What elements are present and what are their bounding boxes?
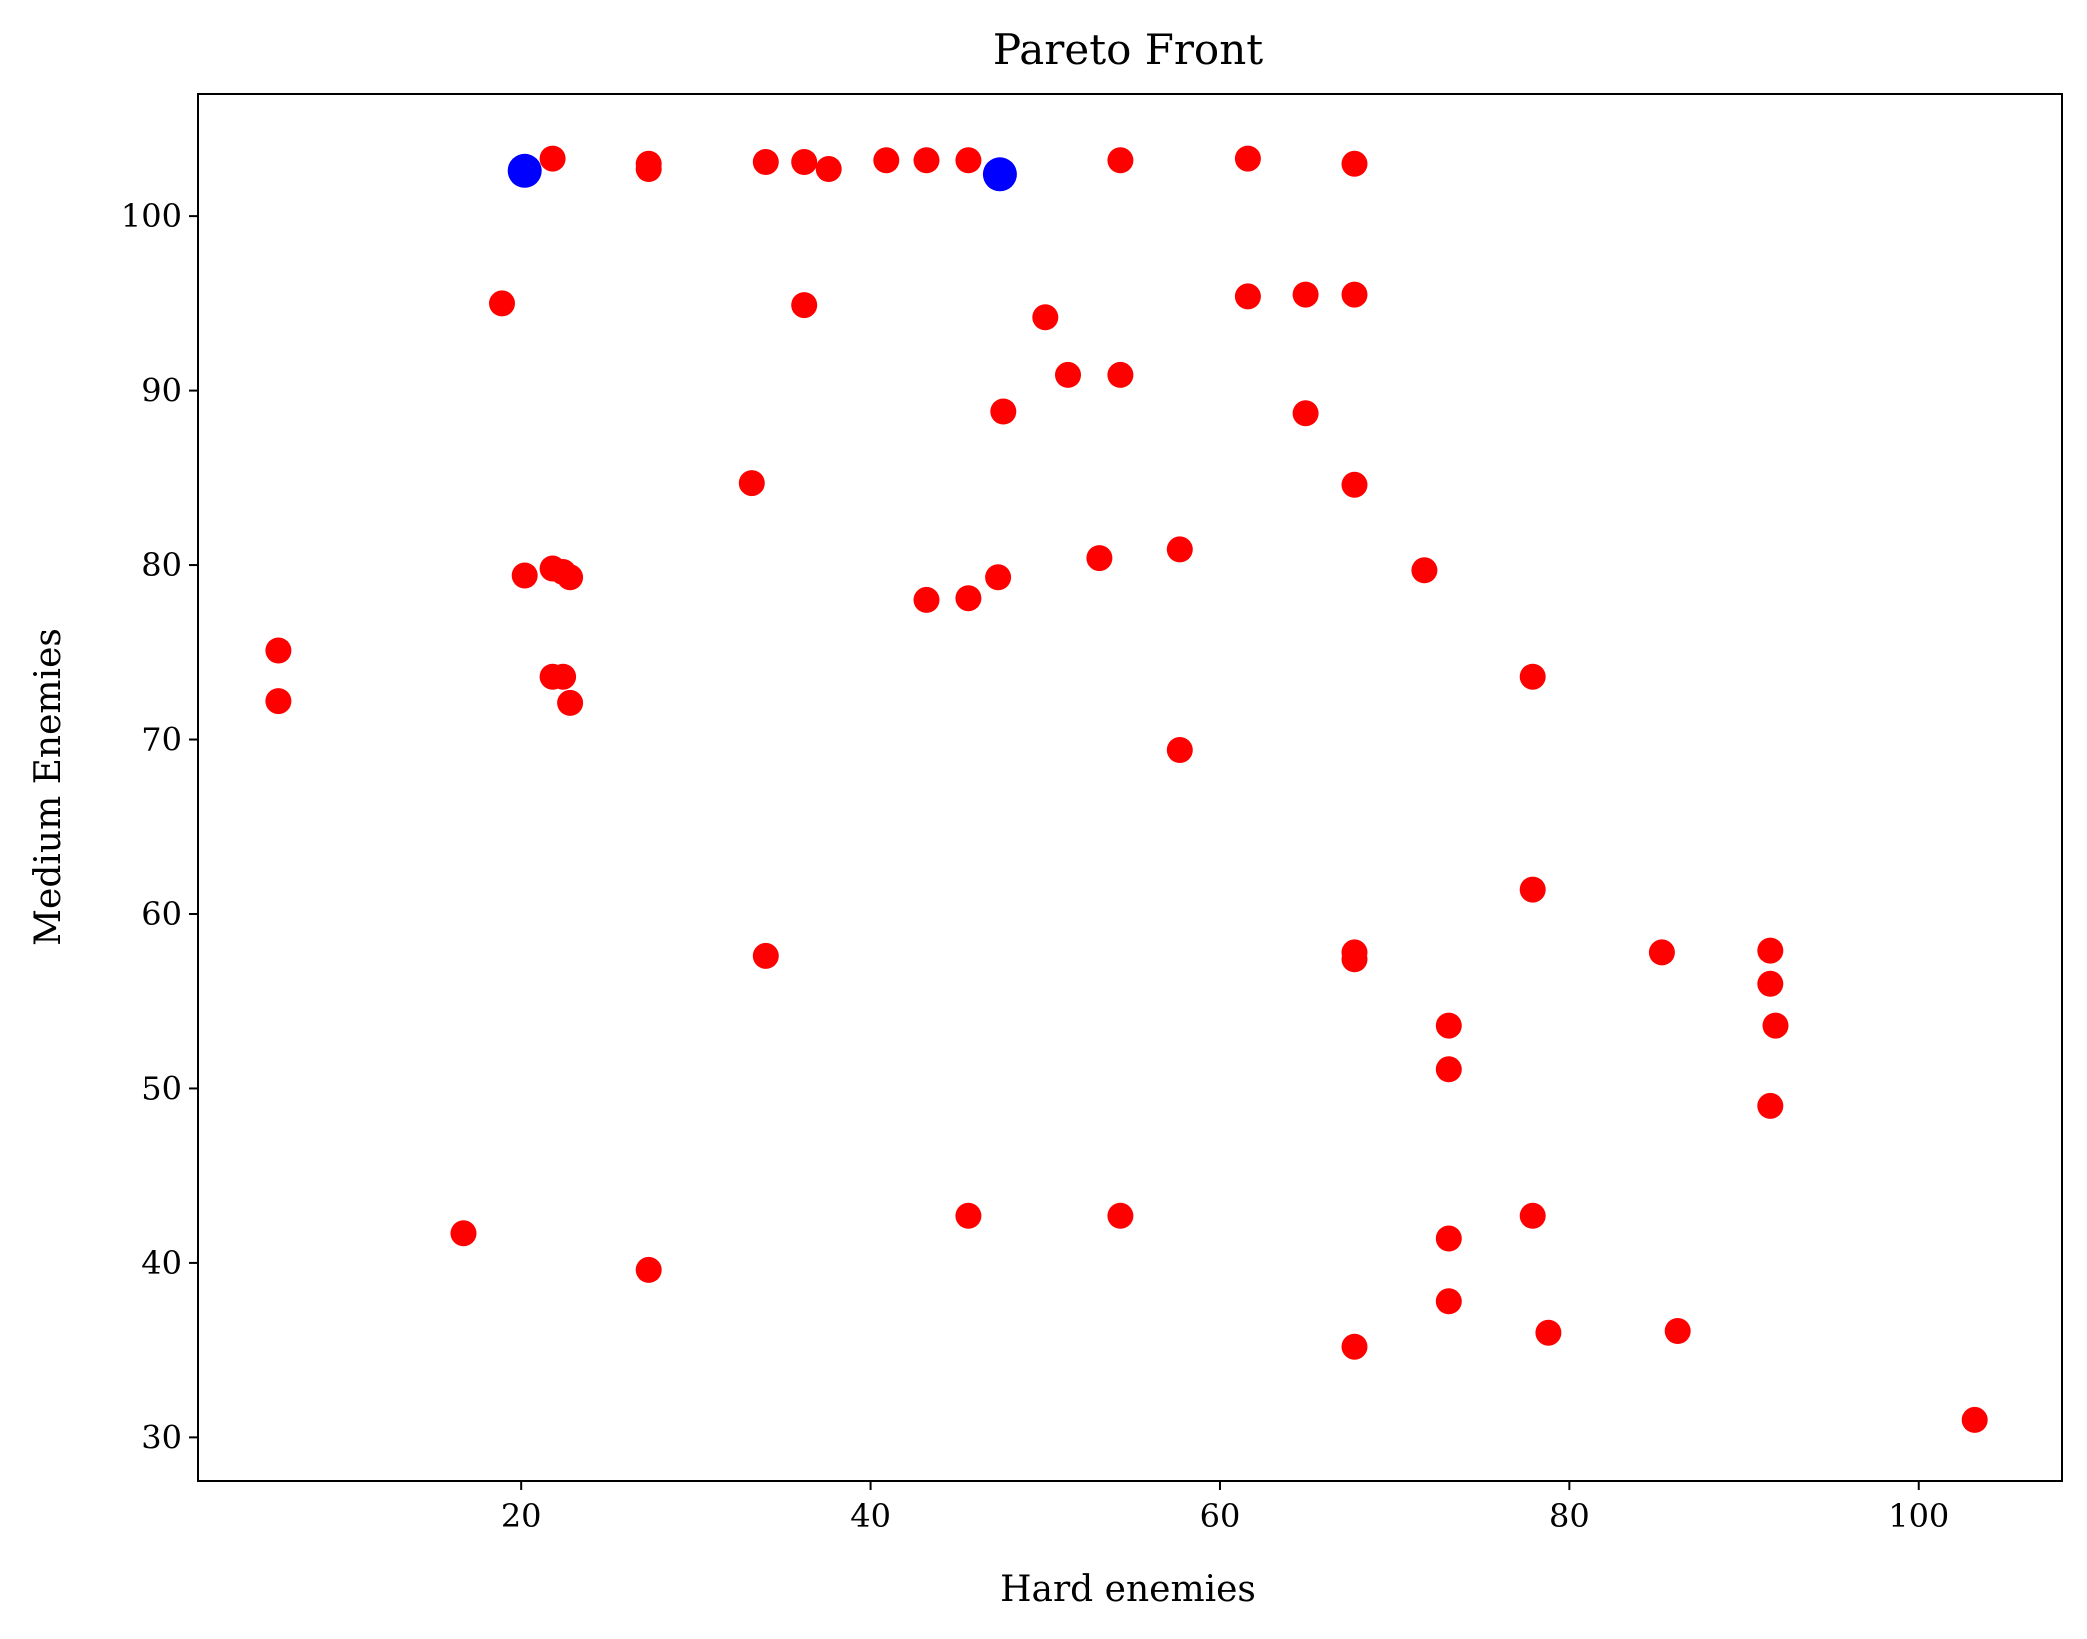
data-point [539, 145, 566, 172]
data-point [511, 562, 538, 589]
data-point [450, 1220, 477, 1247]
data-point [1107, 1202, 1134, 1229]
data-point [1757, 937, 1784, 964]
data-point [1166, 536, 1193, 563]
data-point [1341, 471, 1368, 498]
x-tick-label: 40 [850, 1497, 891, 1535]
data-point [1535, 1319, 1562, 1346]
y-axis: 30 40 50 60 70 80 90 100 [121, 197, 198, 1456]
data-point [1762, 1012, 1789, 1039]
data-point [557, 689, 584, 716]
chart-title: Pareto Front [993, 25, 1263, 74]
data-point [791, 292, 818, 319]
data-point [752, 942, 779, 969]
x-tick-label: 20 [501, 1497, 542, 1535]
data-point [985, 564, 1012, 591]
data-point [1757, 970, 1784, 997]
plot-area [265, 145, 1988, 1433]
x-axis-label: Hard enemies [1000, 1569, 1256, 1610]
data-point [1341, 946, 1368, 973]
data-point [738, 470, 765, 497]
data-point [1341, 281, 1368, 308]
data-point [955, 147, 982, 174]
data-point [1519, 1202, 1546, 1229]
data-point [1757, 1092, 1784, 1119]
data-point [1292, 400, 1319, 427]
plot-frame [197, 93, 2063, 1482]
data-point [1166, 737, 1193, 763]
data-point [1435, 1225, 1462, 1252]
data-point [1664, 1318, 1691, 1344]
x-tick-label: 80 [1549, 1497, 1590, 1535]
data-point [1234, 283, 1261, 310]
data-point [1519, 876, 1546, 903]
data-point [873, 147, 900, 174]
y-tick-label: 90 [141, 372, 182, 410]
pareto-point [507, 153, 542, 188]
data-point [1435, 1056, 1462, 1083]
y-tick-label: 70 [141, 721, 182, 759]
data-point [955, 1202, 982, 1229]
x-tick-label: 60 [1200, 1497, 1241, 1535]
data-point [1648, 939, 1675, 966]
data-point [913, 147, 940, 174]
y-tick-label: 40 [141, 1244, 182, 1282]
x-axis: 20 40 60 80 100 [501, 1481, 1949, 1535]
pareto-point [982, 157, 1017, 192]
y-tick-label: 50 [141, 1069, 182, 1107]
data-point [635, 1256, 662, 1283]
data-point [955, 585, 982, 612]
data-point [1292, 281, 1319, 308]
data-point [1411, 557, 1438, 584]
data-point [489, 290, 515, 317]
data-point [1961, 1406, 1988, 1433]
data-point [635, 156, 662, 182]
data-point [1435, 1012, 1462, 1039]
x-tick-label: 100 [1888, 1497, 1949, 1535]
y-tick-label: 60 [141, 895, 182, 933]
y-tick-label: 100 [121, 197, 182, 235]
data-point [791, 149, 818, 175]
y-tick-label: 80 [141, 546, 182, 584]
data-point [913, 586, 940, 613]
y-tick-label: 30 [141, 1418, 182, 1456]
y-axis-label: Medium Enemies [28, 628, 69, 946]
data-point [1055, 361, 1081, 388]
data-point [1234, 145, 1261, 172]
data-point [265, 688, 292, 715]
data-point [1086, 545, 1113, 572]
data-point [990, 398, 1017, 425]
data-point [1107, 147, 1134, 174]
data-point [265, 637, 292, 664]
data-point [1107, 361, 1134, 388]
data-point [1519, 663, 1546, 690]
data-point [557, 564, 584, 591]
data-point [550, 663, 577, 690]
data-point [1341, 1333, 1368, 1360]
data-point [1341, 150, 1368, 177]
data-point [752, 149, 779, 175]
data-point [1032, 304, 1059, 331]
data-point [815, 156, 842, 182]
data-point [1435, 1288, 1462, 1315]
